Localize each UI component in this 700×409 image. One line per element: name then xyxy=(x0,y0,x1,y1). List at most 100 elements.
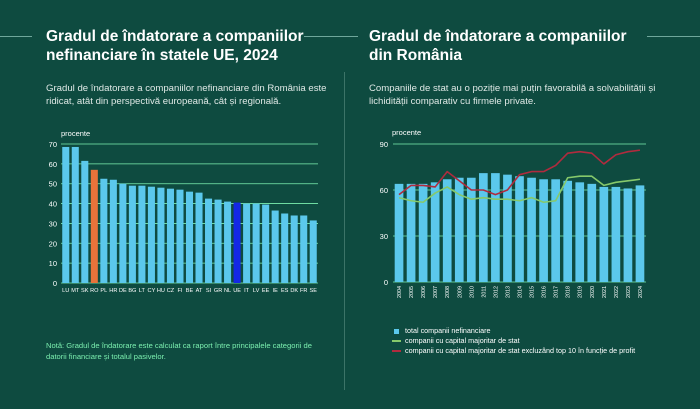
panel-divider xyxy=(344,72,345,390)
x-tick-label: SK xyxy=(81,288,89,294)
left-chart-description: Gradul de îndatorare a companiilor nefin… xyxy=(46,83,327,107)
bar-2024 xyxy=(635,185,645,282)
x-tick-label: 2010 xyxy=(469,286,475,298)
x-tick-label: BE xyxy=(186,288,194,294)
x-tick-label: ES xyxy=(281,288,289,294)
right-title-line-2: din România xyxy=(369,47,463,64)
x-tick-label: DK xyxy=(290,288,298,294)
bar-2019 xyxy=(575,182,585,282)
legend-swatch-green-line xyxy=(392,340,401,342)
x-tick-label: 2005 xyxy=(409,286,415,298)
bar-2014 xyxy=(515,176,524,282)
y-tick-label: 0 xyxy=(384,278,388,287)
x-tick-label: FR xyxy=(300,288,307,294)
bar-ue xyxy=(233,202,241,283)
bar-es xyxy=(281,213,289,283)
bar-2015 xyxy=(527,177,536,282)
x-tick-label: 2008 xyxy=(445,286,451,298)
bar-ie xyxy=(271,210,279,283)
x-tick-label: 2020 xyxy=(590,286,596,298)
y-tick-label: 30 xyxy=(380,232,388,241)
bar-hr xyxy=(109,179,117,283)
bar-2022 xyxy=(611,186,621,282)
bar-cz xyxy=(166,188,174,283)
bar-2023 xyxy=(623,188,633,282)
bar-ee xyxy=(262,204,270,283)
bar-2012 xyxy=(491,173,500,282)
bar-2009 xyxy=(454,177,464,282)
x-tick-label: MT xyxy=(71,288,80,294)
bar-si xyxy=(205,198,213,283)
x-tick-label: 2004 xyxy=(397,286,403,298)
right-title-line-1: Gradul de îndatorare a companiilor xyxy=(369,28,627,45)
bar-2006 xyxy=(418,183,428,282)
y-axis-label: procente xyxy=(392,128,421,137)
x-tick-label: LV xyxy=(253,288,260,294)
left-title-rule-right xyxy=(304,36,358,37)
legend-swatch-bar xyxy=(394,328,399,334)
x-tick-label: 2021 xyxy=(602,286,608,298)
right-chart-description: Companiile de stat au o poziție mai puți… xyxy=(369,83,656,107)
y-tick-label: 60 xyxy=(380,186,388,195)
x-tick-label: 2012 xyxy=(493,286,499,298)
x-tick-label: 2016 xyxy=(542,286,548,298)
right-chart-title: Gradul de îndatorare a companiilor din R… xyxy=(369,27,627,65)
bar-2020 xyxy=(587,183,597,282)
bar-2004 xyxy=(394,183,404,282)
x-tick-label: FI xyxy=(177,288,182,294)
legend-label-total: total companii nefinanciare xyxy=(405,326,491,335)
state-owned-line xyxy=(398,175,641,204)
x-tick-label: 2017 xyxy=(554,286,560,298)
bar-cy xyxy=(147,186,155,283)
left-chart-note: Notă: Gradul de îndatorare este calculat… xyxy=(46,341,312,361)
right-title-rule xyxy=(647,36,700,37)
legend-swatch-red-line xyxy=(392,350,401,352)
x-tick-label: RO xyxy=(90,288,99,294)
bar-dk xyxy=(290,215,298,283)
x-tick-label: 2009 xyxy=(457,286,463,298)
x-tick-label: SI xyxy=(206,288,212,294)
bar-lt xyxy=(138,185,146,283)
x-tick-label: SE xyxy=(310,288,318,294)
y-axis-label: procente xyxy=(61,129,90,138)
x-tick-label: IT xyxy=(244,288,250,294)
y-tick-label: 40 xyxy=(49,200,57,209)
legend-item-state: companii cu capital majoritar de stat xyxy=(392,336,635,346)
bar-at xyxy=(195,192,203,283)
bar-gr xyxy=(214,199,222,283)
x-tick-label: NL xyxy=(224,288,231,294)
left-title-rule-left xyxy=(0,36,32,37)
bar-2008 xyxy=(442,179,452,282)
x-tick-label: PL xyxy=(100,288,107,294)
x-tick-label: LT xyxy=(139,288,146,294)
bar-2011 xyxy=(479,173,488,282)
legend-item-total: total companii nefinanciare xyxy=(392,326,635,336)
y-tick-label: 50 xyxy=(49,180,57,189)
x-tick-label: 2023 xyxy=(626,286,632,298)
x-tick-label: 2024 xyxy=(638,286,644,298)
bar-2021 xyxy=(599,186,609,282)
bar-bg xyxy=(128,185,136,283)
y-tick-label: 70 xyxy=(49,140,57,149)
bar-de xyxy=(119,183,127,283)
legend-label-state-excl: companii cu capital majoritar de stat ex… xyxy=(405,346,636,355)
legend-item-state-excl: companii cu capital majoritar de stat ex… xyxy=(392,346,635,356)
bar-se xyxy=(309,220,317,283)
x-tick-label: 2007 xyxy=(433,286,439,298)
x-tick-label: 2015 xyxy=(530,286,536,298)
bar-2010 xyxy=(466,177,476,282)
x-tick-label: 2011 xyxy=(481,286,487,298)
x-tick-label: CZ xyxy=(167,288,175,294)
bar-nl xyxy=(224,201,232,283)
y-tick-label: 30 xyxy=(49,219,57,228)
bar-2018 xyxy=(563,180,573,282)
x-tick-label: 2019 xyxy=(578,286,584,298)
bar-fr xyxy=(300,215,308,283)
y-tick-label: 90 xyxy=(380,140,388,149)
x-tick-label: BG xyxy=(128,288,136,294)
bar-lu xyxy=(62,146,70,283)
y-tick-label: 60 xyxy=(49,160,57,169)
bar-2016 xyxy=(539,179,548,282)
